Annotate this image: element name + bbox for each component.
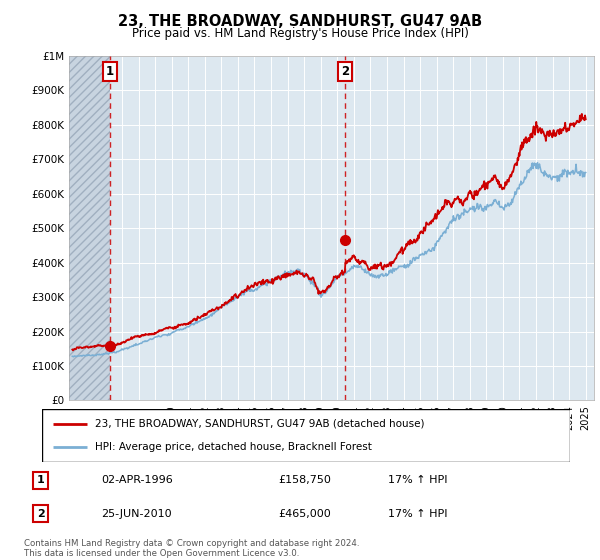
Text: 23, THE BROADWAY, SANDHURST, GU47 9AB (detached house): 23, THE BROADWAY, SANDHURST, GU47 9AB (d… bbox=[95, 419, 424, 429]
Text: £465,000: £465,000 bbox=[278, 509, 331, 519]
Text: 2: 2 bbox=[341, 64, 349, 78]
Text: £158,750: £158,750 bbox=[278, 475, 331, 485]
Text: HPI: Average price, detached house, Bracknell Forest: HPI: Average price, detached house, Brac… bbox=[95, 442, 371, 452]
Text: 1: 1 bbox=[106, 64, 113, 78]
FancyBboxPatch shape bbox=[42, 409, 570, 462]
Text: 25-JUN-2010: 25-JUN-2010 bbox=[101, 509, 172, 519]
Text: Price paid vs. HM Land Registry's House Price Index (HPI): Price paid vs. HM Land Registry's House … bbox=[131, 27, 469, 40]
Text: 2: 2 bbox=[37, 509, 44, 519]
Text: 02-APR-1996: 02-APR-1996 bbox=[101, 475, 173, 485]
Text: 23, THE BROADWAY, SANDHURST, GU47 9AB: 23, THE BROADWAY, SANDHURST, GU47 9AB bbox=[118, 14, 482, 29]
Text: 1: 1 bbox=[37, 475, 44, 485]
Text: 17% ↑ HPI: 17% ↑ HPI bbox=[388, 509, 448, 519]
Text: Contains HM Land Registry data © Crown copyright and database right 2024.
This d: Contains HM Land Registry data © Crown c… bbox=[24, 539, 359, 558]
Text: 17% ↑ HPI: 17% ↑ HPI bbox=[388, 475, 448, 485]
